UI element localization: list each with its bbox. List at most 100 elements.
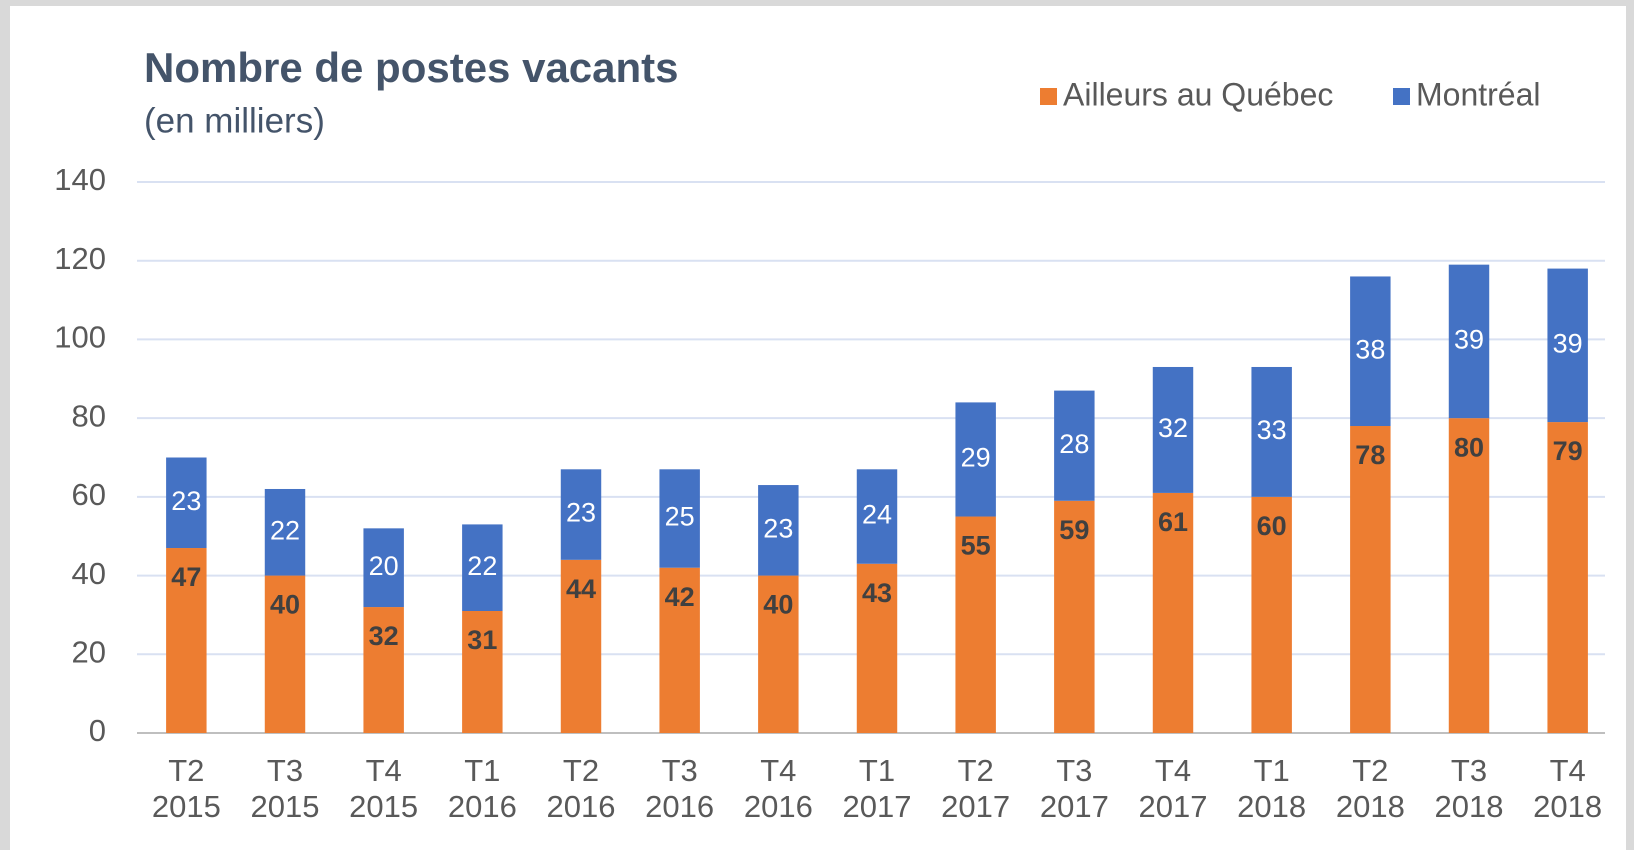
data-label: 24 [862,500,892,530]
bar-segment [363,528,404,608]
legend-swatch [1393,88,1410,105]
bar-segment [758,575,799,733]
data-label: 39 [1454,325,1484,355]
y-tick-label: 80 [72,398,106,433]
bar-segment [758,485,799,576]
y-tick-label: 140 [54,162,106,197]
x-tick-label: 2016 [744,789,813,824]
x-tick-label: 2015 [152,789,221,824]
data-label: 40 [270,590,300,620]
legend-label: Ailleurs au Québec [1063,76,1333,112]
x-tick-label: 2015 [349,789,418,824]
data-label: 23 [171,486,201,516]
y-tick-label: 0 [89,713,106,748]
x-tick-label: T1 [1254,753,1290,788]
bar-segment [1448,264,1490,419]
y-tick-label: 120 [54,241,106,276]
data-label: 22 [467,551,497,581]
legend-swatch [1040,88,1057,105]
data-label: 78 [1355,440,1385,470]
x-tick-label: 2018 [1533,789,1602,824]
bar-segment [659,567,700,733]
bar-segment [1054,500,1095,733]
bar-segment [166,548,207,733]
bar-segment [462,524,503,611]
x-tick-label: T3 [662,753,698,788]
x-tick-label: T3 [1451,753,1487,788]
data-label: 38 [1355,334,1385,364]
y-tick-label: 60 [72,477,106,512]
bar-segment [659,469,700,568]
bar-segment [955,402,996,517]
x-tick-label: T4 [366,753,402,788]
data-label: 25 [665,502,695,532]
bar-segment [955,516,996,733]
chart-subtitle: (en milliers) [144,101,325,140]
data-label: 23 [566,498,596,528]
x-tick-label: 2017 [1040,789,1109,824]
x-tick-label: 2018 [1435,789,1504,824]
data-label: 43 [862,578,892,608]
chart-title: Nombre de postes vacants [144,44,679,91]
x-tick-label: T2 [1352,753,1388,788]
bar-segment [264,575,306,733]
data-label: 59 [1059,515,1089,545]
data-label: 22 [270,515,300,545]
data-label: 60 [1257,511,1287,541]
data-label: 79 [1553,436,1583,466]
x-tick-label: 2017 [941,789,1010,824]
x-tick-label: 2016 [448,789,517,824]
x-tick-label: 2017 [1139,789,1208,824]
data-label: 55 [961,531,991,561]
data-label: 29 [961,443,991,473]
data-label: 44 [566,574,596,604]
bar-segment [1547,268,1588,423]
x-tick-label: 2016 [645,789,714,824]
data-label: 31 [467,625,497,655]
x-tick-label: 2018 [1336,789,1405,824]
data-label: 47 [171,562,201,592]
x-tick-label: T1 [464,753,500,788]
data-label: 39 [1553,328,1583,358]
bar-segment [363,607,404,733]
bar-segment [856,563,898,733]
data-label: 33 [1257,415,1287,445]
bar-segment [1152,492,1194,733]
data-label: 80 [1454,432,1484,462]
legend-label: Montréal [1416,76,1541,112]
bar-segment [1547,422,1588,733]
x-tick-label: T2 [563,753,599,788]
x-tick-label: T3 [1056,753,1092,788]
x-tick-label: 2018 [1237,789,1306,824]
y-tick-label: 20 [72,634,106,669]
x-tick-label: T4 [1550,753,1586,788]
bar-segment [1152,366,1194,493]
data-label: 40 [763,590,793,620]
bar-segment [1448,418,1490,733]
bar-segment [264,488,306,576]
x-tick-label: T1 [859,753,895,788]
bar-segment [1054,390,1095,501]
x-tick-label: 2015 [251,789,320,824]
x-tick-label: 2017 [843,789,912,824]
bar-segment [560,559,602,733]
data-label: 32 [1158,413,1188,443]
bar-segment [560,469,602,560]
data-label: 42 [665,582,695,612]
y-tick-label: 100 [54,320,106,355]
data-label: 20 [369,551,399,581]
x-tick-label: T4 [1155,753,1191,788]
x-tick-label: 2016 [547,789,616,824]
bar-segment [1251,496,1292,733]
bar-segment [1350,276,1391,427]
data-label: 28 [1059,429,1089,459]
bar-segment [1350,426,1391,733]
x-tick-label: T2 [168,753,204,788]
y-tick-label: 40 [72,556,106,591]
x-tick-label: T3 [267,753,303,788]
bar-segment [856,469,898,564]
bar-segment [1251,366,1292,497]
data-label: 32 [369,621,399,651]
